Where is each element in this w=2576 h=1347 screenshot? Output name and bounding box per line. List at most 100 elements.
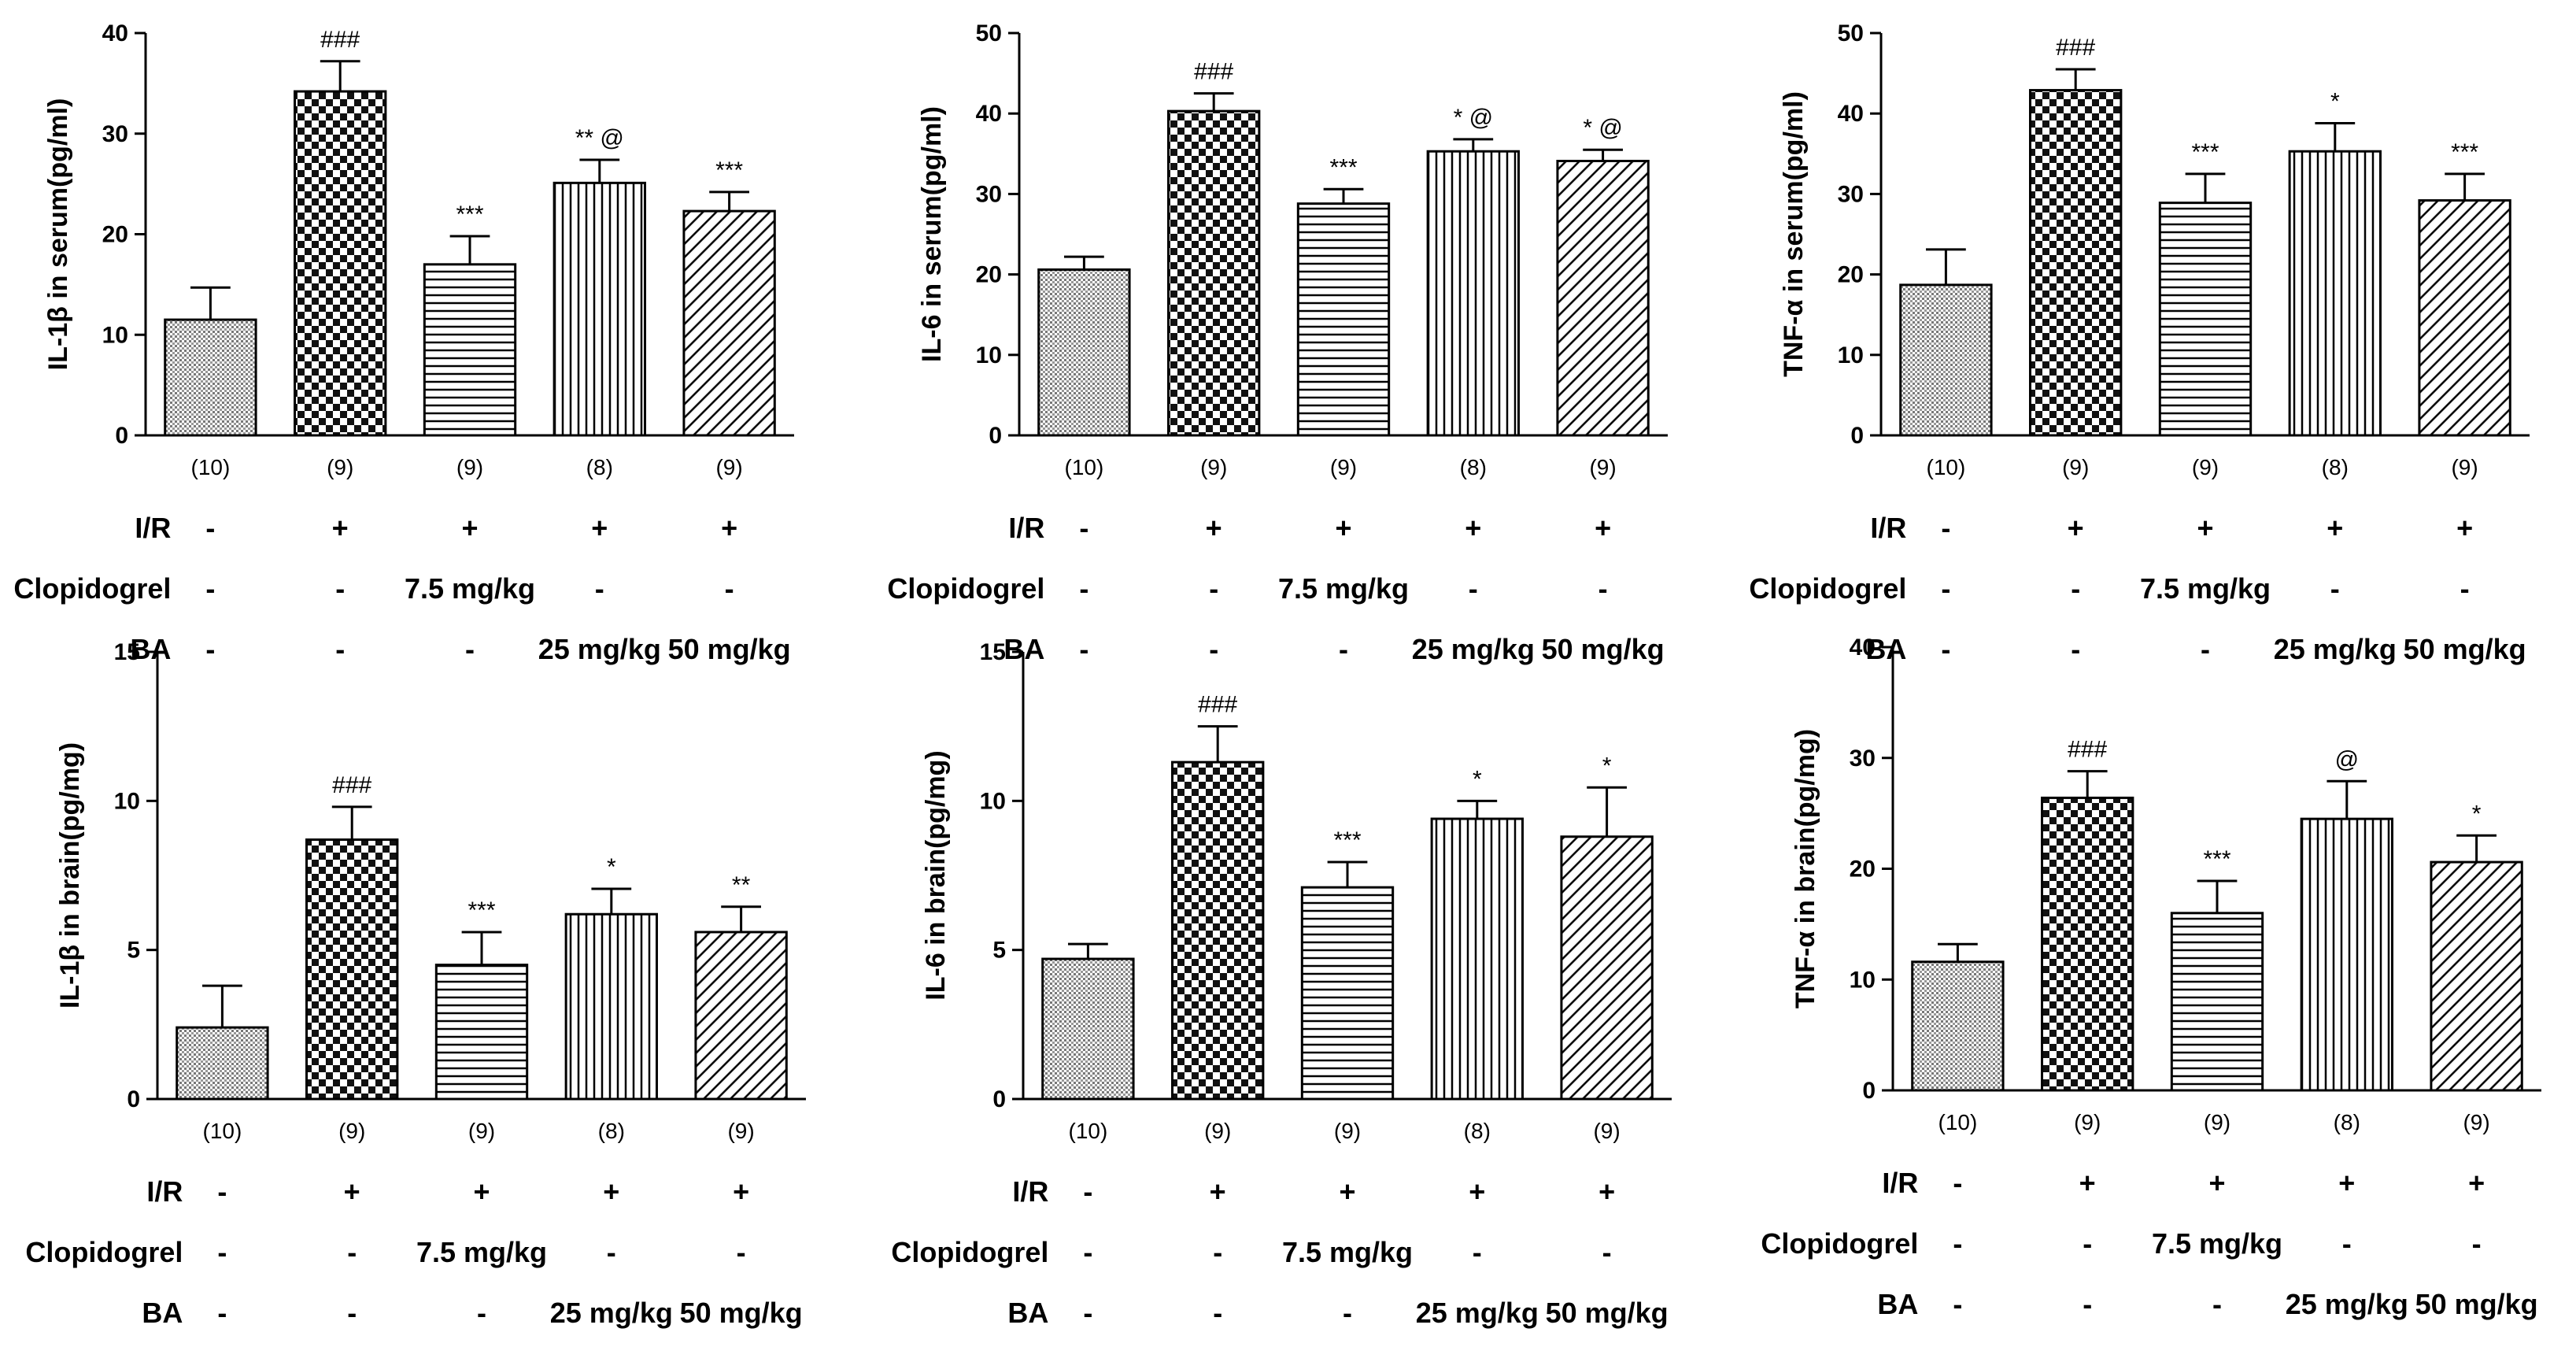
chart-tnfa-serum: 0 10 20 30 40 50 TNF-α in serum(pg/ml) (10) - - - #… [1749, 20, 2530, 665]
significance-label: ### [2068, 737, 2107, 763]
treatment-value: - [1079, 512, 1088, 544]
treatment-value: 7.5 mg/kg [416, 1236, 547, 1268]
treatment-value: - [347, 1236, 357, 1268]
significance-label: ** @ [575, 125, 624, 151]
treatment-value: - [1598, 572, 1608, 605]
significance-label: *** [1333, 827, 1361, 853]
x-tick-label: (9) [468, 1119, 495, 1143]
treatment-value: - [1953, 1288, 1962, 1320]
bar [294, 90, 387, 437]
treatment-value: - [1941, 633, 1950, 665]
bar [2300, 817, 2393, 1092]
significance-label: @ [2335, 746, 2359, 772]
treatment-value: 50 mg/kg [1546, 1297, 1669, 1329]
y-tick-label: 30 [976, 181, 1002, 207]
significance-label: ### [320, 27, 360, 53]
y-axis-label: TNF-α in brain(pg/mg) [1791, 729, 1820, 1008]
y-tick-label: 20 [976, 262, 1002, 288]
bar [1037, 268, 1131, 437]
chart-il6-serum: 0 10 20 30 40 50 IL-6 in serum(pg/ml) (10) - - - ##… [887, 20, 1668, 665]
treatment-value: - [607, 1236, 616, 1268]
treatment-value: + [332, 512, 349, 544]
x-tick-label: (9) [2204, 1110, 2230, 1134]
chart-panel-il6-serum: 0 10 20 30 40 50 IL-6 in serum(pg/ml) (10) - - - ##… [866, 0, 1724, 673]
chart-panel-tnfa-serum: 0 10 20 30 40 50 TNF-α in serum(pg/ml) (10) - - - #… [1724, 0, 2576, 673]
bar [305, 838, 399, 1101]
y-tick-label: 0 [115, 423, 128, 449]
y-tick-label: 10 [1850, 967, 1876, 993]
treatment-value: + [1339, 1175, 1355, 1208]
treatment-name: BA [142, 1297, 183, 1329]
treatment-name: Clopidogrel [887, 572, 1044, 605]
treatment-name: Clopidogrel [25, 1236, 183, 1268]
bar [423, 263, 517, 437]
y-tick-label: 15 [980, 639, 1006, 665]
y-tick-label: 40 [1850, 635, 1876, 661]
y-axis-label: IL-1β in serum(pg/ml) [43, 98, 73, 371]
x-tick-label: (10) [1927, 455, 1966, 479]
treatment-value: - [1083, 1236, 1092, 1268]
bar [694, 931, 788, 1101]
treatment-name: I/R [1012, 1175, 1048, 1208]
y-tick-label: 10 [976, 342, 1002, 368]
treatment-value: + [344, 1175, 360, 1208]
x-tick-label: (8) [2334, 1110, 2360, 1134]
treatment-value: - [1473, 1236, 1482, 1268]
bar [1167, 109, 1261, 437]
y-axis-label: IL-1β in brain(pg/mg) [55, 742, 85, 1008]
bar [1556, 159, 1650, 437]
treatment-value: - [217, 1175, 227, 1208]
treatment-value: - [205, 633, 215, 665]
y-tick-label: 5 [992, 938, 1006, 964]
significance-label: ### [2056, 35, 2095, 61]
treatment-value: 50 mg/kg [2415, 1288, 2538, 1320]
y-tick-label: 50 [976, 20, 1002, 46]
chart-tnfa-brain: 0 10 20 30 40 TNF-α in brain(pg/mg) (10) - - - ###… [1761, 635, 2541, 1320]
bar [2288, 150, 2382, 437]
treatment-name: Clopidogrel [1761, 1227, 1918, 1260]
treatment-value: + [733, 1175, 749, 1208]
treatment-value: 50 mg/kg [668, 633, 791, 665]
treatment-value: + [2327, 512, 2343, 544]
treatment-value: 7.5 mg/kg [2152, 1227, 2282, 1260]
x-tick-label: (9) [456, 455, 483, 479]
treatment-value: 50 mg/kg [1542, 633, 1665, 665]
y-tick-label: 20 [1838, 262, 1864, 288]
x-tick-label: (9) [727, 1119, 754, 1143]
x-tick-label: (8) [2322, 455, 2349, 479]
treatment-value: + [1206, 512, 1222, 544]
y-tick-label: 0 [989, 423, 1002, 449]
treatment-name: BA [1877, 1288, 1918, 1320]
y-tick-label: 10 [114, 788, 140, 814]
treatment-value: 50 mg/kg [680, 1297, 803, 1329]
treatment-value: - [737, 1236, 746, 1268]
treatment-value: - [2330, 572, 2340, 605]
treatment-value: + [2338, 1167, 2355, 1199]
treatment-value: + [1598, 1175, 1615, 1208]
treatment-name: I/R [135, 512, 171, 544]
bar [2029, 89, 2123, 437]
significance-label: * [1602, 753, 1612, 779]
bar [1899, 283, 1993, 437]
treatment-value: 25 mg/kg [2274, 633, 2397, 665]
y-tick-label: 20 [1850, 857, 1876, 883]
x-tick-label: (10) [203, 1119, 242, 1143]
treatment-value: 7.5 mg/kg [2140, 572, 2271, 605]
treatment-value: - [217, 1297, 227, 1329]
chart-panel-tnfa-brain: 0 10 20 30 40 TNF-α in brain(pg/mg) (10) - - - ###… [1724, 635, 2576, 1320]
y-tick-label: 5 [127, 938, 140, 964]
treatment-value: 25 mg/kg [2286, 1288, 2408, 1320]
treatment-name: I/R [1882, 1167, 1918, 1199]
x-tick-label: (9) [715, 455, 742, 479]
y-tick-label: 10 [1838, 342, 1864, 368]
treatment-value: - [335, 633, 345, 665]
treatment-value: + [1469, 1175, 1485, 1208]
significance-label: * [2330, 88, 2340, 114]
treatment-value: - [2201, 633, 2210, 665]
treatment-value: 7.5 mg/kg [405, 572, 535, 605]
treatment-value: - [2472, 1227, 2482, 1260]
x-tick-label: (8) [598, 1119, 625, 1143]
y-tick-label: 0 [127, 1086, 140, 1112]
treatment-value: - [2342, 1227, 2352, 1260]
bar [1430, 817, 1524, 1101]
